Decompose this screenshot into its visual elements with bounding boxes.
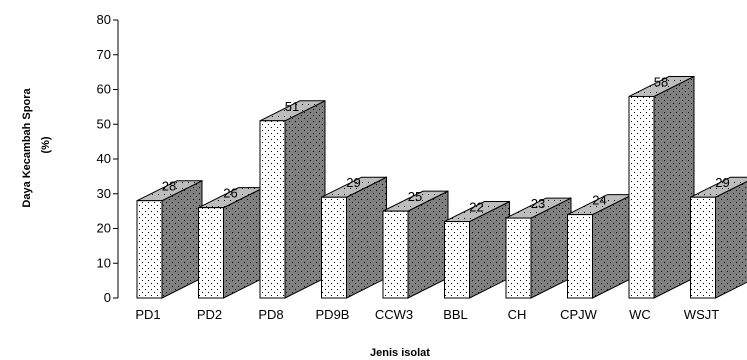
y-axis-unit: (%) bbox=[40, 136, 52, 153]
data-label: 29 bbox=[346, 175, 360, 190]
bar-front-face bbox=[690, 196, 716, 299]
x-tick-label: PD2 bbox=[197, 307, 222, 322]
y-tick-label: 10 bbox=[97, 255, 111, 270]
bar-WSJT: 29 bbox=[690, 175, 747, 299]
y-tick-label: 50 bbox=[97, 116, 111, 131]
x-axis-title: Jenis isolat bbox=[370, 347, 430, 359]
data-label: 23 bbox=[531, 196, 545, 211]
bar-CH: 23 bbox=[505, 196, 572, 299]
x-tick-label: CCW3 bbox=[375, 307, 413, 322]
bar-front-face bbox=[505, 217, 532, 299]
x-tick-label: PD1 bbox=[135, 307, 160, 322]
bar-BBL: 22 bbox=[444, 200, 510, 299]
data-label: 51 bbox=[285, 99, 299, 114]
data-label: 26 bbox=[223, 186, 237, 201]
bar-front-face bbox=[198, 207, 224, 299]
y-axis-title: Daya Kecambah Spora bbox=[21, 88, 33, 208]
y-tick-label: 30 bbox=[97, 186, 111, 201]
bar-front-face bbox=[259, 120, 286, 299]
bar-PD9B: 29 bbox=[321, 175, 387, 299]
x-tick-label: PD8 bbox=[258, 307, 283, 322]
bars-group: 28 26 51 29 25 22 23 24 58 29 bbox=[136, 74, 747, 299]
bar-front-face bbox=[321, 196, 347, 299]
x-tick-label: CPJW bbox=[560, 307, 598, 322]
data-label: 25 bbox=[408, 189, 422, 204]
data-label: 28 bbox=[162, 179, 176, 194]
y-axis: 0 10 20 30 40 50 60 70 80 bbox=[97, 12, 119, 305]
bar-PD1: 28 bbox=[136, 179, 203, 299]
y-tick-label: 70 bbox=[97, 47, 111, 62]
y-tick-label: 0 bbox=[104, 290, 111, 305]
y-tick-label: 60 bbox=[97, 82, 111, 97]
bar-side-face bbox=[346, 176, 387, 299]
bar-front-face bbox=[567, 214, 593, 299]
bar-CPJW: 24 bbox=[567, 193, 633, 299]
x-tick-label: WSJT bbox=[684, 307, 719, 322]
bar-side-face bbox=[284, 99, 326, 299]
x-tick-label: WC bbox=[629, 307, 651, 322]
bar-side-face bbox=[161, 179, 203, 299]
x-axis-labels: PD1 PD2 PD8 PD9B CCW3 BBL CH CPJW WC WSJT bbox=[135, 307, 719, 322]
x-tick-label: CH bbox=[508, 307, 527, 322]
data-label: 58 bbox=[654, 74, 668, 89]
bar-front-face bbox=[382, 210, 409, 299]
bar-front-face bbox=[628, 95, 655, 299]
bar-front-face bbox=[444, 221, 470, 299]
bar-side-face bbox=[653, 75, 695, 299]
bar-PD8: 51 bbox=[259, 99, 326, 299]
y-tick-label: 20 bbox=[97, 221, 111, 236]
y-tick-label: 40 bbox=[97, 151, 111, 166]
bar-front-face bbox=[136, 200, 163, 299]
bar-WC: 58 bbox=[628, 74, 695, 299]
x-tick-label: BBL bbox=[443, 307, 468, 322]
bar-PD2: 26 bbox=[198, 186, 264, 299]
bar-CCW3: 25 bbox=[382, 189, 449, 299]
data-label: 22 bbox=[469, 200, 483, 215]
x-tick-label: PD9B bbox=[316, 307, 350, 322]
data-label: 29 bbox=[715, 175, 729, 190]
data-label: 24 bbox=[592, 193, 606, 208]
y-tick-label: 80 bbox=[97, 12, 111, 27]
